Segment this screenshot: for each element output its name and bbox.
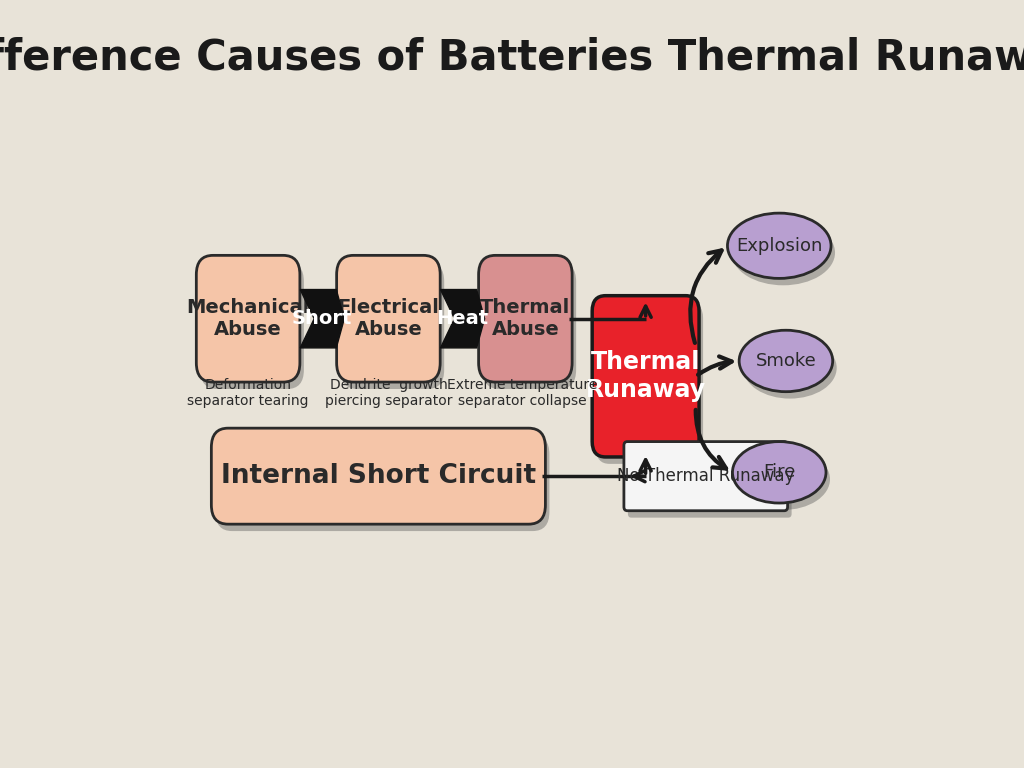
Text: Mechanical
Abuse: Mechanical Abuse [186,298,309,339]
Text: Dendrite  growth
piercing separator: Dendrite growth piercing separator [325,378,453,409]
Text: Difference Causes of Batteries Thermal Runaway: Difference Causes of Batteries Thermal R… [0,37,1024,78]
Polygon shape [300,290,344,348]
FancyBboxPatch shape [211,429,546,524]
Ellipse shape [731,220,835,286]
Text: Smoke: Smoke [756,352,816,370]
Text: Explosion: Explosion [736,237,822,255]
FancyBboxPatch shape [197,255,300,382]
Text: Internal Short Circuit: Internal Short Circuit [221,463,536,489]
Text: Electrical
Abuse: Electrical Abuse [338,298,439,339]
FancyBboxPatch shape [628,449,792,518]
FancyBboxPatch shape [341,263,444,389]
FancyBboxPatch shape [596,303,703,464]
Text: Thermal
Abuse: Thermal Abuse [480,298,570,339]
Ellipse shape [739,330,833,392]
Ellipse shape [732,442,826,503]
Text: Fire: Fire [763,463,796,482]
FancyBboxPatch shape [482,263,577,389]
FancyBboxPatch shape [201,263,304,389]
FancyBboxPatch shape [592,296,699,457]
Text: Short: Short [292,310,352,328]
FancyBboxPatch shape [478,255,572,382]
Text: Extreme temperature
separator collapse: Extreme temperature separator collapse [446,378,597,409]
FancyBboxPatch shape [215,435,550,531]
Text: Thermal
Runaway: Thermal Runaway [586,350,706,402]
FancyBboxPatch shape [624,442,787,511]
Ellipse shape [736,449,830,510]
Polygon shape [440,290,484,348]
Text: Deformation
separator tearing: Deformation separator tearing [187,378,309,409]
Ellipse shape [743,337,837,399]
Ellipse shape [727,214,831,279]
Text: No Thermal Runaway: No Thermal Runaway [617,467,795,485]
Text: Heat: Heat [436,310,488,328]
FancyBboxPatch shape [337,255,440,382]
